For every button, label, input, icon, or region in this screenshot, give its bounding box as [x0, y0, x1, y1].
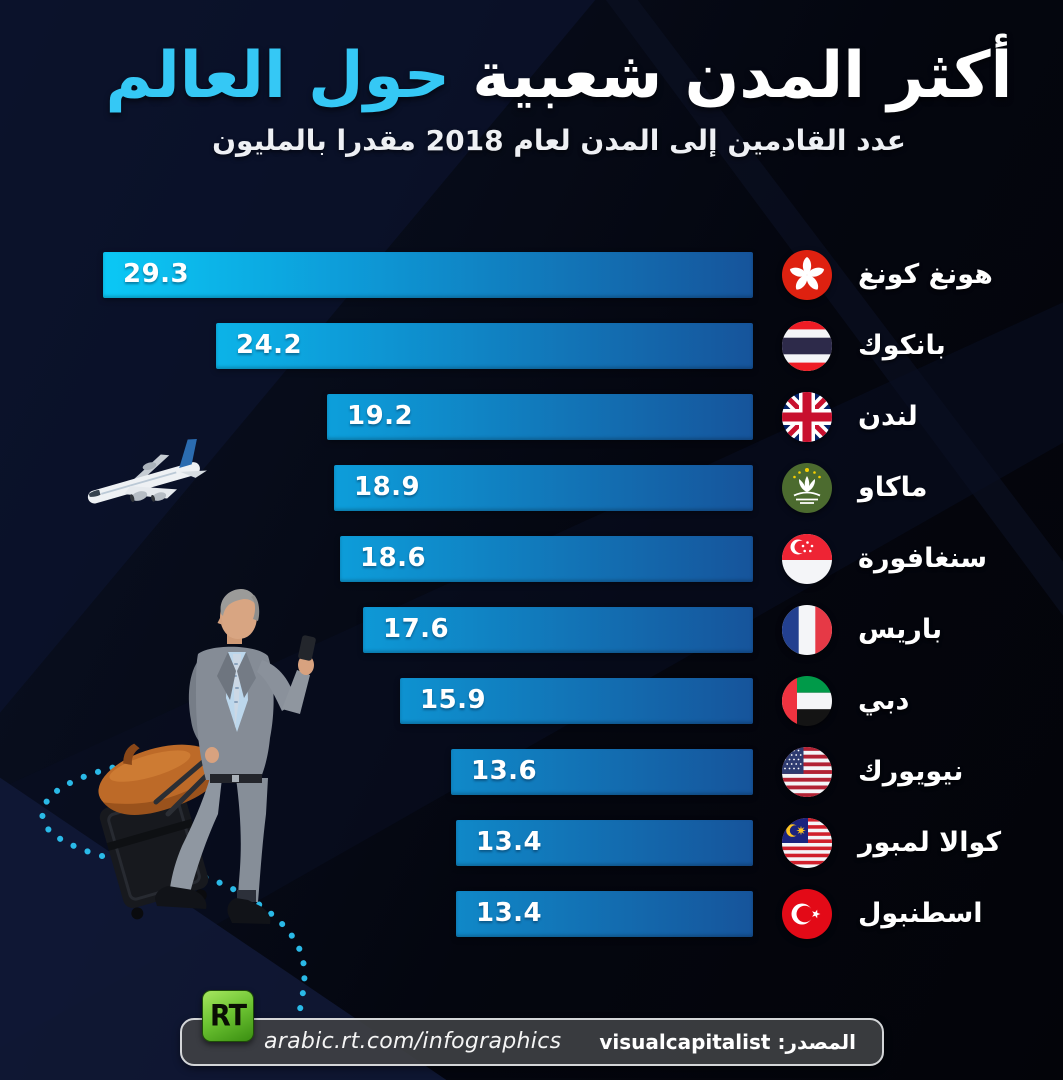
bar-value-label: 13.4 — [476, 827, 543, 858]
chart-row: 13.4 كوالا لمبور — [0, 818, 1063, 868]
flag-macau-icon — [782, 463, 832, 513]
flag-uae-icon — [782, 676, 832, 726]
city-label: لندن — [858, 401, 918, 432]
bar-value-label: 19.2 — [347, 401, 414, 432]
source-credit: المصدر: visualcapitalist — [599, 1030, 856, 1054]
bar-value-label: 18.9 — [354, 472, 421, 503]
chart-row: 15.9 دبي — [0, 676, 1063, 726]
page-subtitle: عدد القادمين إلى المدن لعام 2018 مقدرا ب… — [212, 123, 906, 157]
city-label: ماكاو — [858, 472, 928, 503]
header: أكثر المدن شعبية حول العالم عدد القادمين… — [0, 39, 1063, 157]
city-label: دبي — [858, 685, 910, 716]
city-bar: 19.2 — [327, 394, 753, 440]
city-bar: 18.9 — [334, 465, 753, 511]
rt-logo: RT — [202, 990, 254, 1042]
bar-value-label: 18.6 — [360, 543, 427, 574]
city-label: سنغافورة — [858, 543, 988, 574]
city-bar: 18.6 — [340, 536, 753, 582]
bar-value-label: 29.3 — [123, 259, 190, 290]
chart-row: 24.2 بانكوك — [0, 321, 1063, 371]
bar-value-label: 13.4 — [476, 898, 543, 929]
title-white-part: أكثر المدن شعبية — [472, 39, 1013, 113]
city-bar: 17.6 — [363, 607, 753, 653]
flag-usa-icon — [782, 747, 832, 797]
footer-bar: arabic.rt.com/infographics المصدر: visua… — [180, 1018, 884, 1066]
site-url[interactable]: arabic.rt.com/infographics — [264, 1029, 562, 1054]
bar-value-label: 17.6 — [383, 614, 450, 645]
page-title: أكثر المدن شعبية حول العالم — [55, 39, 1063, 114]
bar-value-label: 13.6 — [471, 756, 538, 787]
flag-turkey-icon — [782, 889, 832, 939]
chart-row: 18.6 سنغافورة — [0, 534, 1063, 584]
city-label: باريس — [858, 614, 943, 645]
city-label: اسطنبول — [858, 898, 983, 929]
chart-row: 13.6 نيويورك — [0, 747, 1063, 797]
city-bar: 29.3 — [103, 252, 753, 298]
city-bar: 13.4 — [456, 820, 753, 866]
chart-row: 17.6 باريس — [0, 605, 1063, 655]
city-bar: 13.6 — [451, 749, 753, 795]
city-label: هونغ كونغ — [858, 259, 993, 290]
bar-chart: 29.3 هونغ كونغ 24.2 بانكوك 19.2 لندن 18.… — [0, 250, 1063, 972]
flag-thailand-icon — [782, 321, 832, 371]
city-bar: 24.2 — [216, 323, 753, 369]
city-bar: 15.9 — [400, 678, 753, 724]
flag-malaysia-icon — [782, 818, 832, 868]
flag-france-icon — [782, 605, 832, 655]
bar-value-label: 15.9 — [420, 685, 487, 716]
city-label: بانكوك — [858, 330, 946, 361]
flag-singapore-icon — [782, 534, 832, 584]
chart-row: 29.3 هونغ كونغ — [0, 250, 1063, 300]
city-label: نيويورك — [858, 756, 964, 787]
title-accent-part: حول العالم — [105, 39, 450, 113]
rt-logo-text: RT — [210, 999, 247, 1033]
bar-value-label: 24.2 — [236, 330, 303, 361]
chart-row: 13.4 اسطنبول — [0, 889, 1063, 939]
city-label: كوالا لمبور — [858, 827, 1002, 858]
city-bar: 13.4 — [456, 891, 753, 937]
flag-uk-icon — [782, 392, 832, 442]
chart-row: 18.9 ماكاو — [0, 463, 1063, 513]
chart-row: 19.2 لندن — [0, 392, 1063, 442]
flag-hong-kong-icon — [782, 250, 832, 300]
